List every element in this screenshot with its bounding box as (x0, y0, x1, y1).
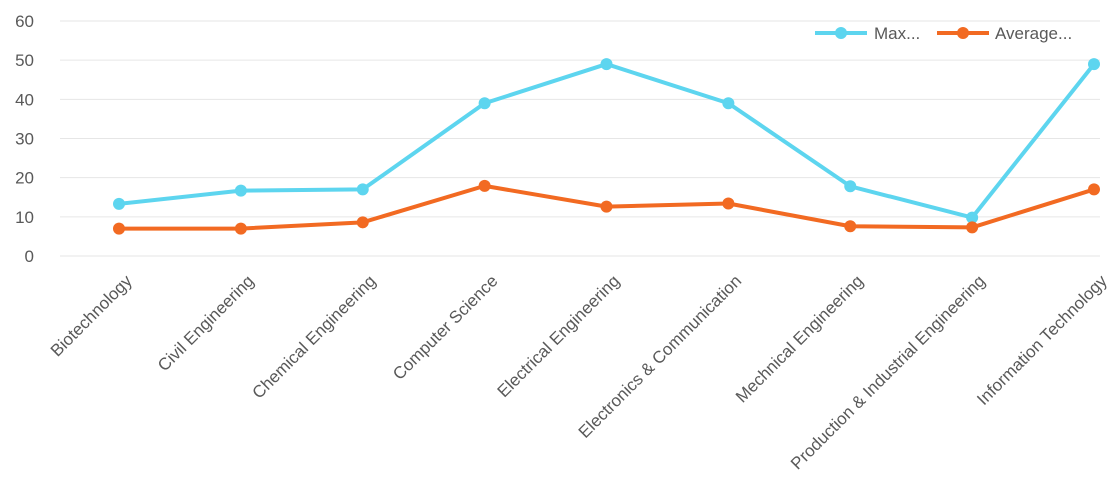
x-category-label: Biotechnology (47, 271, 136, 360)
series-layer (113, 58, 1100, 235)
legend-item: Average... (937, 24, 1072, 43)
data-point (600, 200, 613, 213)
y-tick-label: 50 (15, 51, 34, 70)
x-category-label: Civil Engineering (154, 271, 258, 375)
legend-swatch-marker (957, 27, 969, 39)
data-point (1088, 183, 1100, 196)
data-point (478, 97, 491, 110)
legend-swatch-marker (835, 27, 847, 39)
data-point (478, 179, 491, 192)
data-point (1088, 58, 1100, 71)
data-point (844, 180, 857, 193)
series-max (113, 58, 1100, 224)
legend-item: Max... (815, 24, 920, 43)
legend-label: Max... (874, 24, 920, 43)
series-line (117, 62, 1096, 220)
legend: Max... Average... (815, 24, 1072, 43)
x-category-label: Computer Science (389, 271, 501, 383)
y-tick-label: 60 (15, 12, 34, 31)
y-axis-tick-labels: 0 10 20 30 40 50 60 (15, 12, 34, 266)
x-category-label: Chemical Engineering (249, 271, 380, 402)
data-point (722, 197, 735, 210)
data-point (234, 184, 247, 197)
y-tick-label: 0 (25, 247, 34, 266)
data-point (966, 211, 979, 224)
x-category-label: Production & Industrial Engineering (787, 271, 989, 473)
data-point (356, 183, 369, 196)
data-point (722, 97, 735, 110)
y-tick-label: 30 (15, 130, 34, 149)
y-tick-label: 20 (15, 169, 34, 188)
y-tick-label: 40 (15, 90, 34, 109)
x-category-label: Electrical Engineering (494, 271, 624, 401)
data-point (600, 58, 613, 71)
data-point (113, 197, 125, 210)
x-category-label: Mechnical Engineering (732, 271, 867, 406)
data-point (356, 216, 369, 229)
x-category-label: Information Technology (973, 271, 1110, 409)
legend-label: Average... (995, 24, 1072, 43)
series-average (113, 179, 1100, 235)
grid-layer (60, 20, 1100, 257)
y-tick-label: 10 (15, 208, 34, 227)
data-point (113, 222, 125, 235)
data-point (844, 220, 857, 233)
data-point (234, 222, 247, 235)
data-point (966, 221, 979, 234)
